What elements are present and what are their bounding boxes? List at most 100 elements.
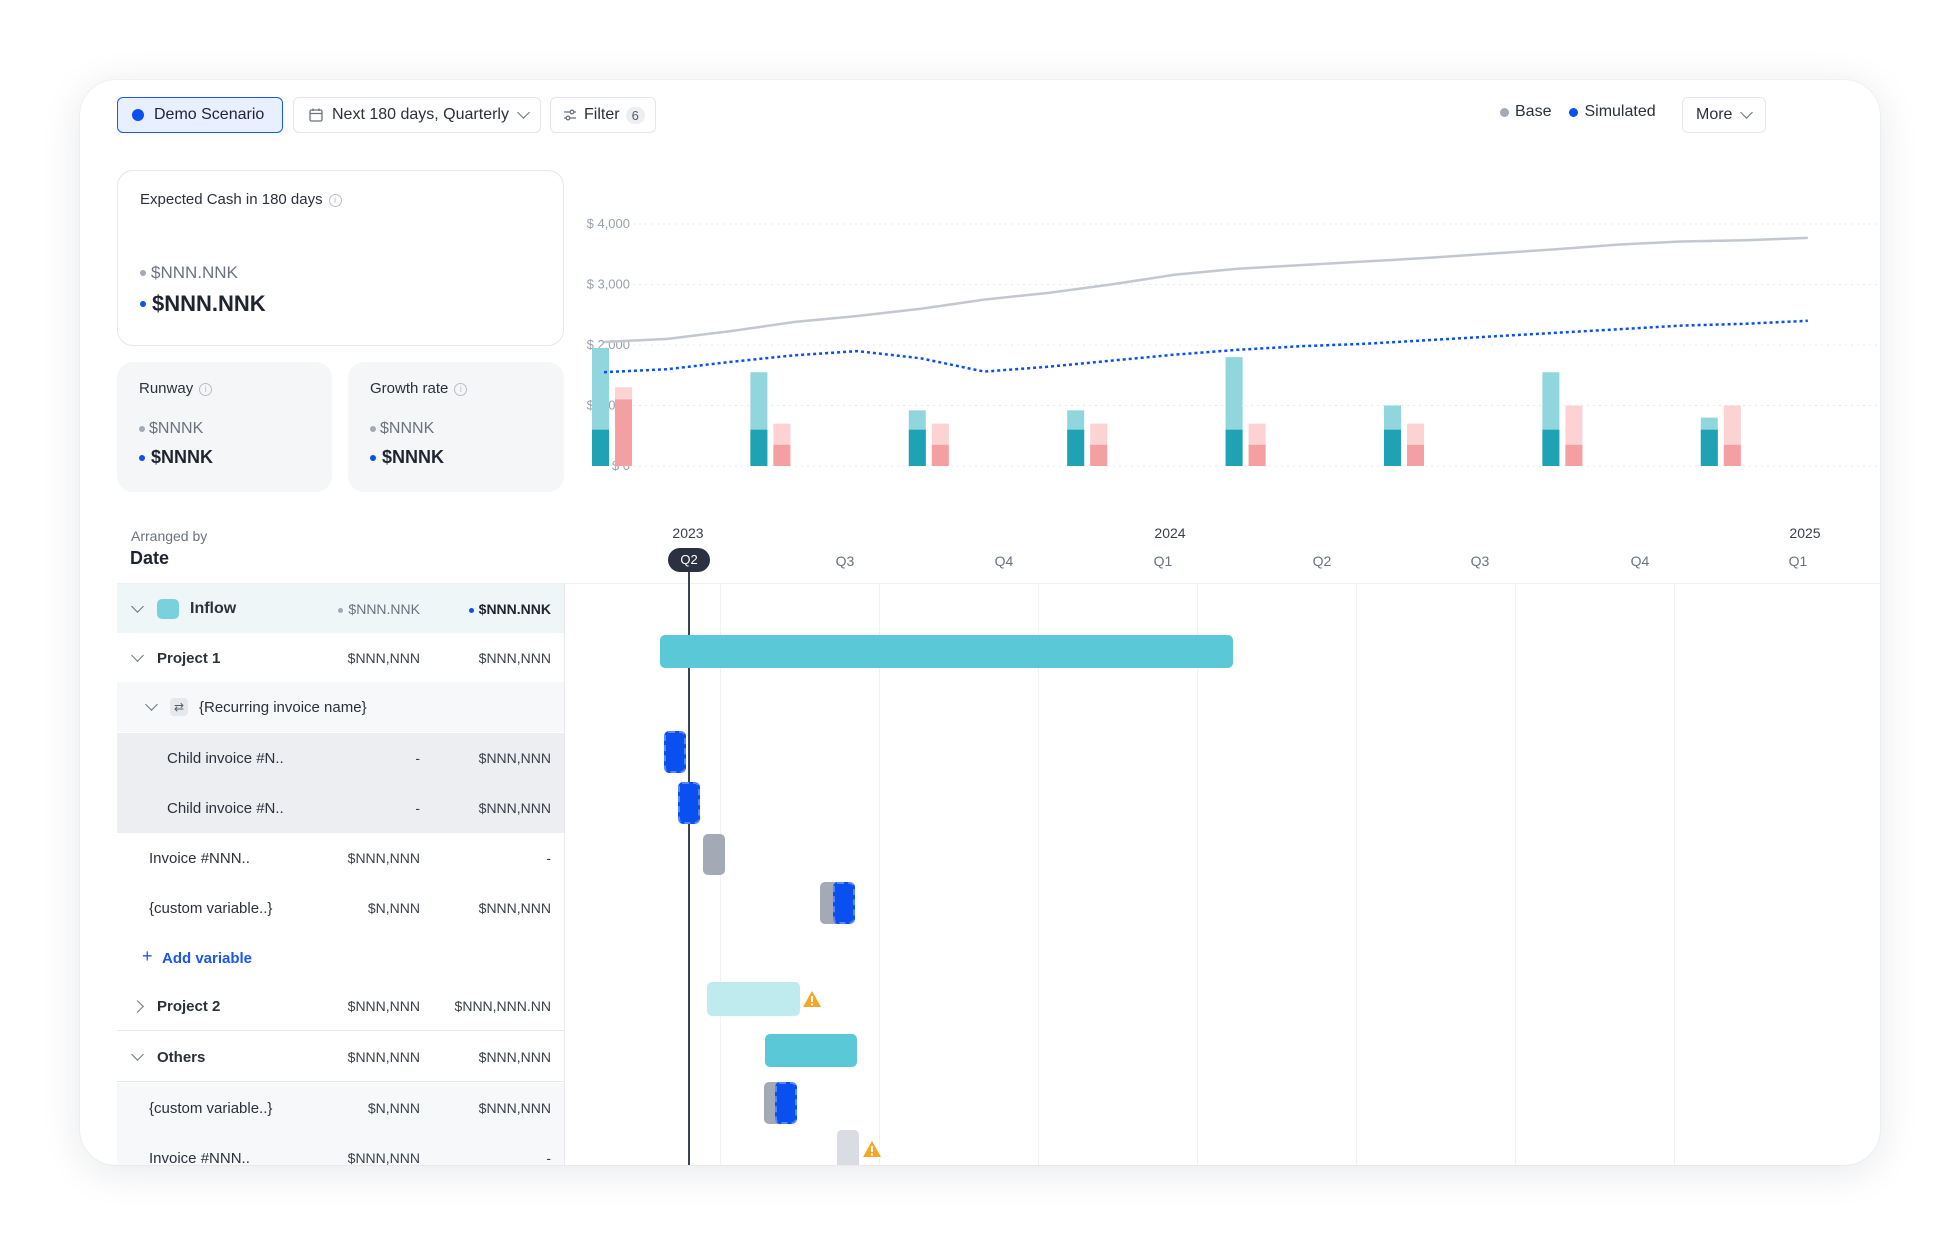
y-tick-label: $ 4,000 bbox=[587, 216, 630, 231]
date-range-selector[interactable]: Next 180 days, Quarterly bbox=[293, 97, 541, 133]
gantt-bar-others-invoice[interactable] bbox=[837, 1130, 859, 1165]
runway-base-value: $NNNK bbox=[139, 420, 203, 438]
row-simulated-value: $NNN.NNK bbox=[468, 601, 551, 617]
row-base-value: $NNN,NNN bbox=[347, 1049, 420, 1065]
row-name: {custom variable..} bbox=[149, 899, 273, 917]
row-base-value: $NNN.NNK bbox=[338, 601, 420, 617]
runway-title: Runway i bbox=[139, 380, 213, 397]
filter-button[interactable]: Filter 6 bbox=[550, 97, 656, 133]
gantt-gridline bbox=[1515, 584, 1516, 1165]
inflow-base-bar bbox=[1225, 429, 1243, 466]
growth-rate-card: Growth rate i $NNNK $NNNK bbox=[348, 362, 564, 492]
inflow-base-bar bbox=[1542, 429, 1560, 466]
chart-legend: Base Simulated bbox=[1500, 103, 1656, 121]
gantt-gridline bbox=[879, 584, 880, 1165]
simulated-line bbox=[603, 319, 1808, 374]
calendar-icon bbox=[309, 108, 323, 122]
chevron-down-icon[interactable] bbox=[145, 698, 158, 711]
gantt-gridline bbox=[1197, 584, 1198, 1165]
table-row[interactable]: Project 2 $NNN,NNN $NNN,NNN.NN bbox=[117, 981, 564, 1031]
gantt-bar-project-2[interactable] bbox=[707, 982, 800, 1016]
info-icon[interactable]: i bbox=[328, 193, 342, 207]
inflow-base-bar bbox=[1700, 429, 1718, 466]
table-row[interactable]: ⇄ {Recurring invoice name} bbox=[117, 682, 564, 732]
row-base-value: $N,NNN bbox=[367, 1100, 420, 1116]
legend-simulated-label: Simulated bbox=[1584, 103, 1656, 120]
legend-base-dot bbox=[1500, 107, 1509, 117]
gantt-gridline bbox=[1674, 584, 1675, 1165]
gantt-bar-others[interactable] bbox=[765, 1034, 857, 1067]
chevron-down-icon[interactable] bbox=[131, 649, 144, 662]
row-base-value: $NNN,NNN bbox=[347, 850, 420, 866]
table-row[interactable]: Project 1 $NNN,NNN $NNN,NNN bbox=[117, 633, 564, 683]
more-button[interactable]: More bbox=[1682, 97, 1766, 133]
runway-sim-value: $NNNK bbox=[139, 447, 213, 468]
chevron-right-icon[interactable] bbox=[131, 1000, 144, 1013]
timeline-quarter-label: Q4 bbox=[1630, 553, 1650, 569]
chevron-down-icon[interactable] bbox=[131, 1048, 144, 1061]
row-simulated-value: $NNN,NNN bbox=[478, 750, 551, 766]
add-variable-button[interactable]: + Add variable bbox=[117, 933, 564, 983]
row-name: Others bbox=[157, 1048, 206, 1066]
gantt-bar-invoice-base[interactable] bbox=[703, 834, 725, 875]
row-name: {custom variable..} bbox=[149, 1099, 273, 1117]
current-date-line bbox=[688, 572, 690, 1165]
info-icon[interactable]: i bbox=[454, 382, 468, 396]
plus-icon: + bbox=[142, 946, 153, 966]
timeline-quarter-label: Q4 bbox=[994, 553, 1014, 569]
chevron-down-icon[interactable] bbox=[131, 600, 144, 613]
gantt-bar-others-custom-sim[interactable] bbox=[775, 1082, 797, 1124]
expected-cash-title: Expected Cash in 180 days i bbox=[140, 191, 342, 208]
row-separator bbox=[117, 1081, 564, 1082]
inflow-base-bar bbox=[750, 429, 768, 466]
gantt-bar-child-invoice[interactable] bbox=[664, 731, 686, 773]
base-dot bbox=[139, 426, 145, 432]
inflow-group-row[interactable]: Inflow $NNN.NNK $NNN.NNK bbox=[117, 584, 564, 634]
row-name: {Recurring invoice name} bbox=[199, 698, 367, 716]
row-separator bbox=[117, 1030, 564, 1031]
filter-label: Filter bbox=[584, 106, 620, 123]
more-label: More bbox=[1696, 106, 1733, 123]
table-row[interactable]: Invoice #NNN.. $NNN,NNN - bbox=[117, 833, 564, 883]
row-base-value: $NNN,NNN bbox=[347, 650, 420, 666]
chevron-down-icon bbox=[517, 105, 530, 119]
table-row[interactable]: Others $NNN,NNN $NNN,NNN bbox=[117, 1032, 564, 1082]
scenario-selector[interactable]: Demo Scenario bbox=[117, 97, 283, 133]
legend-base-label: Base bbox=[1515, 103, 1552, 120]
gantt-gridline bbox=[1038, 584, 1039, 1165]
table-row[interactable]: Child invoice #N.. - $NNN,NNN bbox=[117, 733, 564, 783]
row-name: Invoice #NNN.. bbox=[149, 849, 250, 867]
base-dot bbox=[370, 426, 376, 432]
inflow-base-bar bbox=[592, 429, 609, 466]
gantt-bar-custom-variable-sim[interactable] bbox=[833, 882, 855, 924]
inflow-base-bar bbox=[908, 429, 926, 466]
gantt-bar-child-invoice[interactable] bbox=[678, 782, 700, 824]
row-base-value: - bbox=[415, 750, 420, 766]
outflow-base-bar bbox=[931, 444, 949, 466]
row-base-value: - bbox=[415, 800, 420, 816]
outflow-base-bar bbox=[1723, 444, 1741, 466]
scenario-label: Demo Scenario bbox=[154, 106, 265, 123]
outflow-base-bar bbox=[1090, 444, 1108, 466]
expected-sim-value: $NNN.NNK bbox=[140, 291, 266, 317]
row-simulated-value: $NNN,NNN bbox=[478, 900, 551, 916]
table-row[interactable]: {custom variable..} $N,NNN $NNN,NNN bbox=[117, 1083, 564, 1133]
arranged-by-label: Arranged by bbox=[131, 528, 208, 544]
timeline-year-2025: 2025 bbox=[1789, 525, 1821, 541]
timeline-quarter-label: Q1 bbox=[1153, 553, 1173, 569]
legend-simulated-dot bbox=[1569, 107, 1579, 117]
growth-title: Growth rate i bbox=[370, 380, 468, 397]
info-icon[interactable]: i bbox=[199, 382, 213, 396]
table-row[interactable]: Invoice #NNN.. $NNN,NNN - bbox=[117, 1133, 564, 1165]
table-row[interactable]: {custom variable..} $N,NNN $NNN,NNN bbox=[117, 883, 564, 933]
warning-icon[interactable] bbox=[862, 1140, 882, 1158]
warning-icon[interactable] bbox=[802, 990, 822, 1008]
table-row[interactable]: Child invoice #N.. - $NNN,NNN bbox=[117, 783, 564, 833]
expected-base-value: $NNN.NNK bbox=[140, 263, 238, 283]
expected-cash-card: Expected Cash in 180 days i $NNN.NNK $NNN… bbox=[117, 170, 564, 346]
arranged-by-selector[interactable]: Date bbox=[130, 548, 170, 568]
row-base-value: $NNN,NNN bbox=[347, 1150, 420, 1165]
current-quarter-marker[interactable]: Q2 bbox=[668, 548, 710, 572]
base-dot bbox=[140, 270, 146, 276]
gantt-bar-project-1[interactable] bbox=[660, 635, 1233, 668]
